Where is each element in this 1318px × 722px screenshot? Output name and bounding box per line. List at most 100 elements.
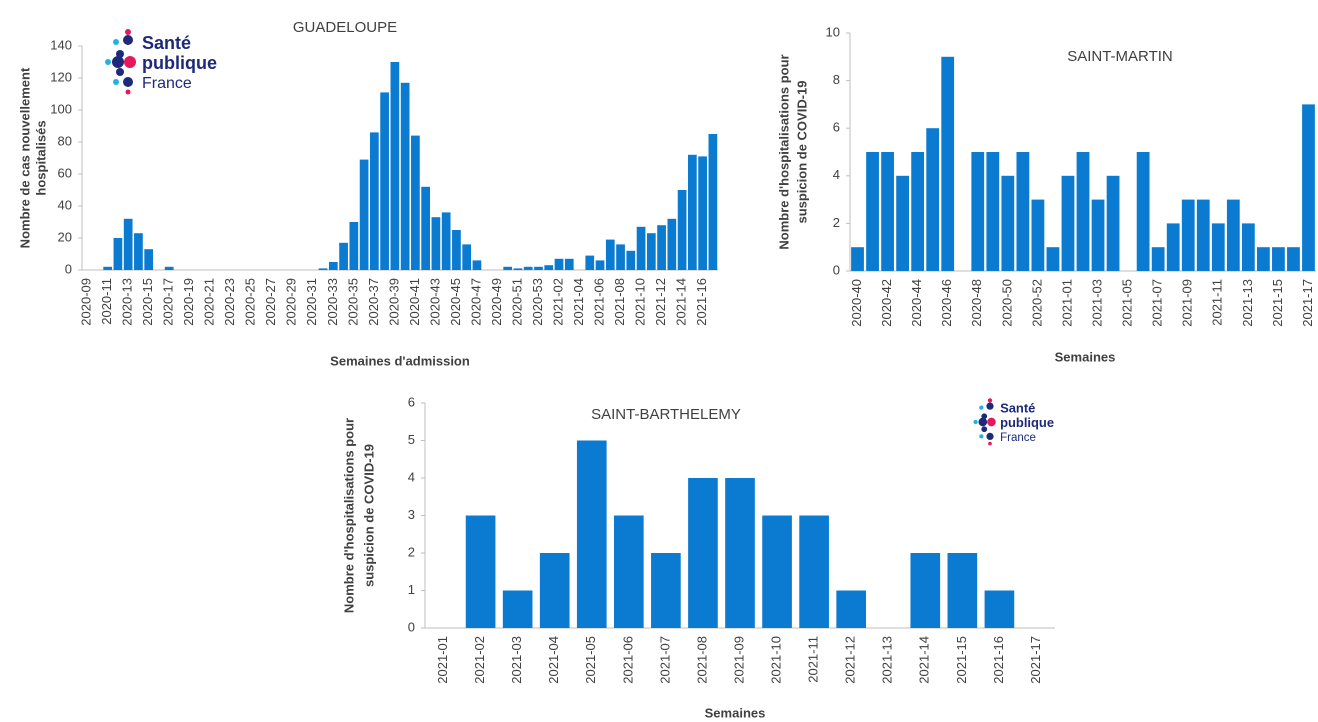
y-tick-label: 0	[408, 619, 415, 634]
bar	[866, 152, 879, 271]
bar	[984, 590, 1015, 628]
y-tick-label: 60	[58, 165, 72, 180]
bar	[947, 553, 978, 628]
bar	[113, 238, 123, 270]
x-tick-label: 2020-11	[99, 278, 114, 325]
x-tick-label: 2021-15	[1270, 279, 1285, 327]
x-tick-label: 2020-15	[140, 278, 155, 326]
bar	[465, 515, 496, 628]
x-tick-label: 2020-29	[284, 278, 299, 326]
x-tick-label: 2021-07	[1150, 279, 1165, 327]
logo-dot	[988, 441, 992, 446]
bar	[688, 478, 718, 628]
bar	[472, 260, 482, 270]
bar	[380, 92, 389, 271]
bar	[941, 56, 955, 271]
bar	[103, 266, 113, 270]
logo-text: publique	[1000, 415, 1054, 430]
bar	[636, 226, 646, 270]
x-tick-label: 2021-10	[633, 278, 648, 326]
y-tick-label: 40	[58, 197, 72, 212]
x-tick-label: 2021-06	[591, 278, 606, 326]
bar	[708, 134, 718, 270]
bar	[539, 553, 570, 628]
bar	[616, 244, 625, 270]
bar	[1001, 175, 1015, 271]
bar	[421, 186, 431, 270]
x-tick-label: 2020-50	[999, 279, 1014, 327]
y-tick-label: 6	[408, 394, 415, 409]
x-tick-label: 2021-11	[1210, 279, 1225, 326]
x-tick-label: 2021-04	[571, 278, 586, 326]
bar	[1287, 247, 1300, 271]
bar	[1196, 199, 1210, 271]
y-tick-label: 80	[58, 133, 72, 148]
logo-dot	[112, 56, 124, 68]
bar	[503, 266, 513, 270]
x-tick-label: 2021-12	[843, 636, 858, 684]
logo-dot	[113, 39, 119, 45]
bar	[910, 553, 941, 628]
logo-text: Santé	[1000, 400, 1035, 415]
x-tick-label: 2020-33	[325, 278, 340, 326]
x-tick-label: 2020-40	[849, 279, 864, 327]
bar	[544, 265, 554, 270]
logo-dot	[124, 56, 136, 68]
y-tick-label: 2	[833, 215, 840, 230]
y-tick-label: 3	[408, 507, 415, 522]
x-tick-label: 2020-49	[489, 278, 504, 326]
logo-dot	[123, 77, 133, 87]
x-tick-label: 2021-16	[991, 636, 1006, 684]
logo-dot	[979, 434, 984, 439]
x-tick-label: 2021-09	[1180, 279, 1195, 327]
x-tick-label: 2021-09	[731, 636, 746, 684]
bar	[349, 222, 359, 270]
bar	[1061, 175, 1075, 271]
bar	[534, 266, 543, 270]
x-tick-label: 2021-13	[1240, 279, 1255, 327]
bar	[1181, 199, 1195, 271]
x-tick-label: 2021-05	[1120, 279, 1135, 327]
bar	[1046, 247, 1060, 271]
x-tick-label: 2020-52	[1029, 279, 1044, 327]
x-tick-label: 2020-13	[120, 278, 135, 326]
bar	[677, 190, 687, 270]
logo-dot	[981, 426, 988, 433]
x-axis-label: Semaines d'admission	[330, 353, 470, 368]
x-tick-label: 2021-03	[1089, 279, 1104, 327]
bar	[502, 590, 533, 628]
x-tick-label: 2020-53	[530, 278, 545, 326]
x-tick-label: 2021-15	[954, 636, 969, 684]
x-tick-label: 2021-13	[880, 636, 895, 684]
bar	[523, 266, 533, 270]
x-tick-label: 2021-08	[612, 278, 627, 326]
bar	[651, 553, 681, 628]
x-tick-label: 2020-45	[448, 278, 463, 326]
bar	[646, 233, 656, 270]
bar	[687, 154, 697, 270]
bar	[881, 152, 894, 271]
bar	[657, 225, 666, 270]
y-tick-label: 5	[408, 432, 415, 447]
bar	[896, 175, 910, 271]
y-tick-label: 8	[833, 72, 840, 87]
y-tick-label: 140	[50, 37, 72, 52]
x-tick-label: 2021-02	[550, 278, 565, 326]
logo-dot	[105, 59, 111, 65]
bar	[799, 515, 829, 628]
x-tick-label: 2020-44	[909, 279, 924, 327]
logo-dot	[986, 402, 994, 410]
bar	[123, 218, 133, 270]
bar	[576, 440, 607, 628]
x-tick-label: 2021-11	[806, 636, 821, 683]
bar	[328, 262, 338, 270]
bar	[725, 478, 755, 628]
x-tick-label: 2021-05	[583, 636, 598, 684]
bar	[1302, 104, 1315, 272]
x-tick-label: 2021-02	[472, 636, 487, 684]
bar	[462, 244, 472, 270]
x-tick-label: 2021-12	[653, 278, 668, 326]
y-axis-label: Nombre d'hospitalisations pour	[341, 418, 356, 613]
x-tick-label: 2020-47	[468, 278, 483, 326]
